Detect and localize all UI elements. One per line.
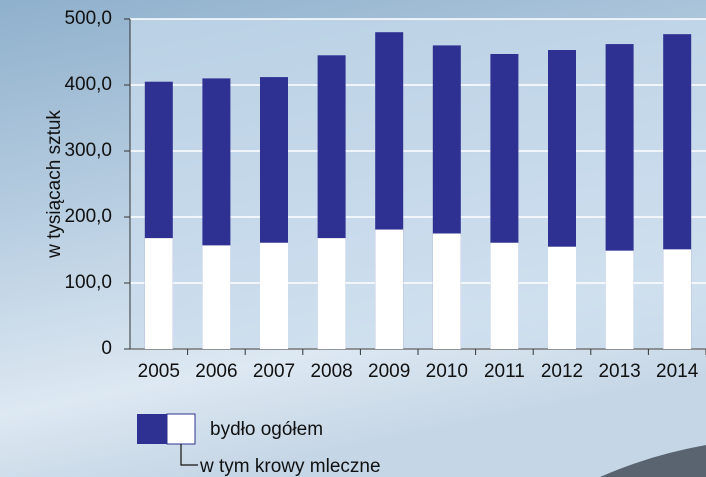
bar xyxy=(606,251,634,349)
y-axis-label: w tysiącach sztuk xyxy=(44,110,65,259)
x-tick-label: 2007 xyxy=(253,361,295,382)
x-tick-label: 2008 xyxy=(310,361,352,382)
bar xyxy=(663,249,691,349)
chart: w tysiącach sztuk 0 100,0 200,0 300,0 400,0 5… xyxy=(0,0,706,477)
x-tick-label: 2010 xyxy=(426,361,468,382)
y-tick-label: 100,0 xyxy=(64,272,112,293)
bar xyxy=(318,238,346,349)
bar xyxy=(145,238,173,349)
bar xyxy=(375,230,403,349)
x-tick-label: 2014 xyxy=(656,361,699,382)
bar xyxy=(490,243,518,349)
bar xyxy=(202,245,230,349)
legend-label: bydło ogółem xyxy=(210,419,323,440)
x-tick-label: 2006 xyxy=(195,361,237,382)
y-tick-label: 200,0 xyxy=(64,206,112,227)
x-tick-label: 2012 xyxy=(541,361,583,382)
page: {"chart_data": {"type": "bar", "overlap"… xyxy=(0,0,706,477)
bar xyxy=(433,234,461,350)
legend-swatch xyxy=(167,414,195,444)
x-tick-label: 2011 xyxy=(484,361,525,382)
legend-label: w tym krowy mleczne xyxy=(199,456,381,477)
x-tick-label: 2005 xyxy=(138,361,180,382)
bar xyxy=(260,243,288,349)
bar xyxy=(548,247,576,349)
y-tick-label: 300,0 xyxy=(64,140,112,161)
legend-swatch xyxy=(137,414,167,444)
y-tick-label: 400,0 xyxy=(64,74,112,95)
x-tick-label: 2009 xyxy=(368,361,410,382)
x-tick-label: 2013 xyxy=(598,361,640,382)
y-tick-label: 500,0 xyxy=(64,8,112,29)
y-tick-label: 0 xyxy=(101,338,112,359)
